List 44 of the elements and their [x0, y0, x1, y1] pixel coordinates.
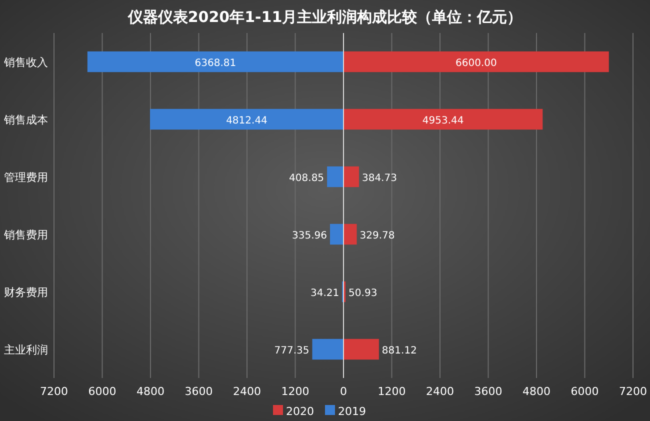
chart-title: 仪器仪表2020年1-11月主业利润构成比较（单位：亿元）: [126, 8, 522, 26]
bar: [344, 338, 379, 360]
data-label: 50.93: [348, 288, 378, 299]
bar: [344, 224, 357, 245]
y-tick-label: 主业利润: [4, 343, 48, 356]
x-tick-label: 7200: [619, 385, 647, 398]
x-tick-label: 0: [340, 385, 347, 398]
x-tick-label: 1200: [378, 385, 406, 398]
data-label: 335.96: [292, 230, 327, 242]
x-tick-label: 1200: [281, 385, 310, 398]
data-label: 408.85: [289, 172, 324, 184]
data-label: 4812.44: [226, 115, 268, 126]
y-tick-label: 销售成本: [3, 113, 48, 126]
x-tick-label: 3600: [184, 385, 213, 398]
x-tick-label: 7200: [40, 385, 68, 398]
legend-label: 2019: [338, 405, 366, 418]
bar: [312, 338, 344, 360]
x-tick-label: 2400: [233, 385, 261, 398]
data-label: 4953.44: [422, 115, 464, 126]
x-tick-label: 4800: [522, 385, 550, 398]
data-label: 34.21: [310, 288, 340, 299]
x-tick-label: 6000: [570, 385, 599, 398]
data-label: 384.73: [362, 172, 397, 184]
bar: [327, 166, 344, 188]
bar: [87, 51, 344, 72]
x-tick-label: 6000: [88, 385, 116, 398]
legend-label: 2020: [286, 405, 314, 418]
bar: [344, 51, 609, 72]
x-tick-label: 3600: [474, 385, 502, 398]
x-tick-label: 2400: [426, 385, 454, 398]
data-label: 881.12: [382, 345, 417, 356]
y-tick-label: 销售费用: [3, 228, 48, 242]
bar: [150, 108, 344, 130]
bar: [330, 224, 344, 245]
y-tick-label: 财务费用: [4, 286, 48, 299]
bar: [344, 166, 359, 188]
y-tick-label: 管理费用: [4, 170, 48, 184]
x-tick-label: 4800: [136, 385, 164, 398]
data-label: 6600.00: [456, 58, 497, 69]
data-label: 329.78: [360, 230, 395, 242]
data-label: 777.35: [274, 345, 310, 356]
data-label: 6368.81: [194, 58, 236, 69]
bar: [344, 108, 543, 130]
y-tick-label: 销售收入: [3, 56, 48, 69]
